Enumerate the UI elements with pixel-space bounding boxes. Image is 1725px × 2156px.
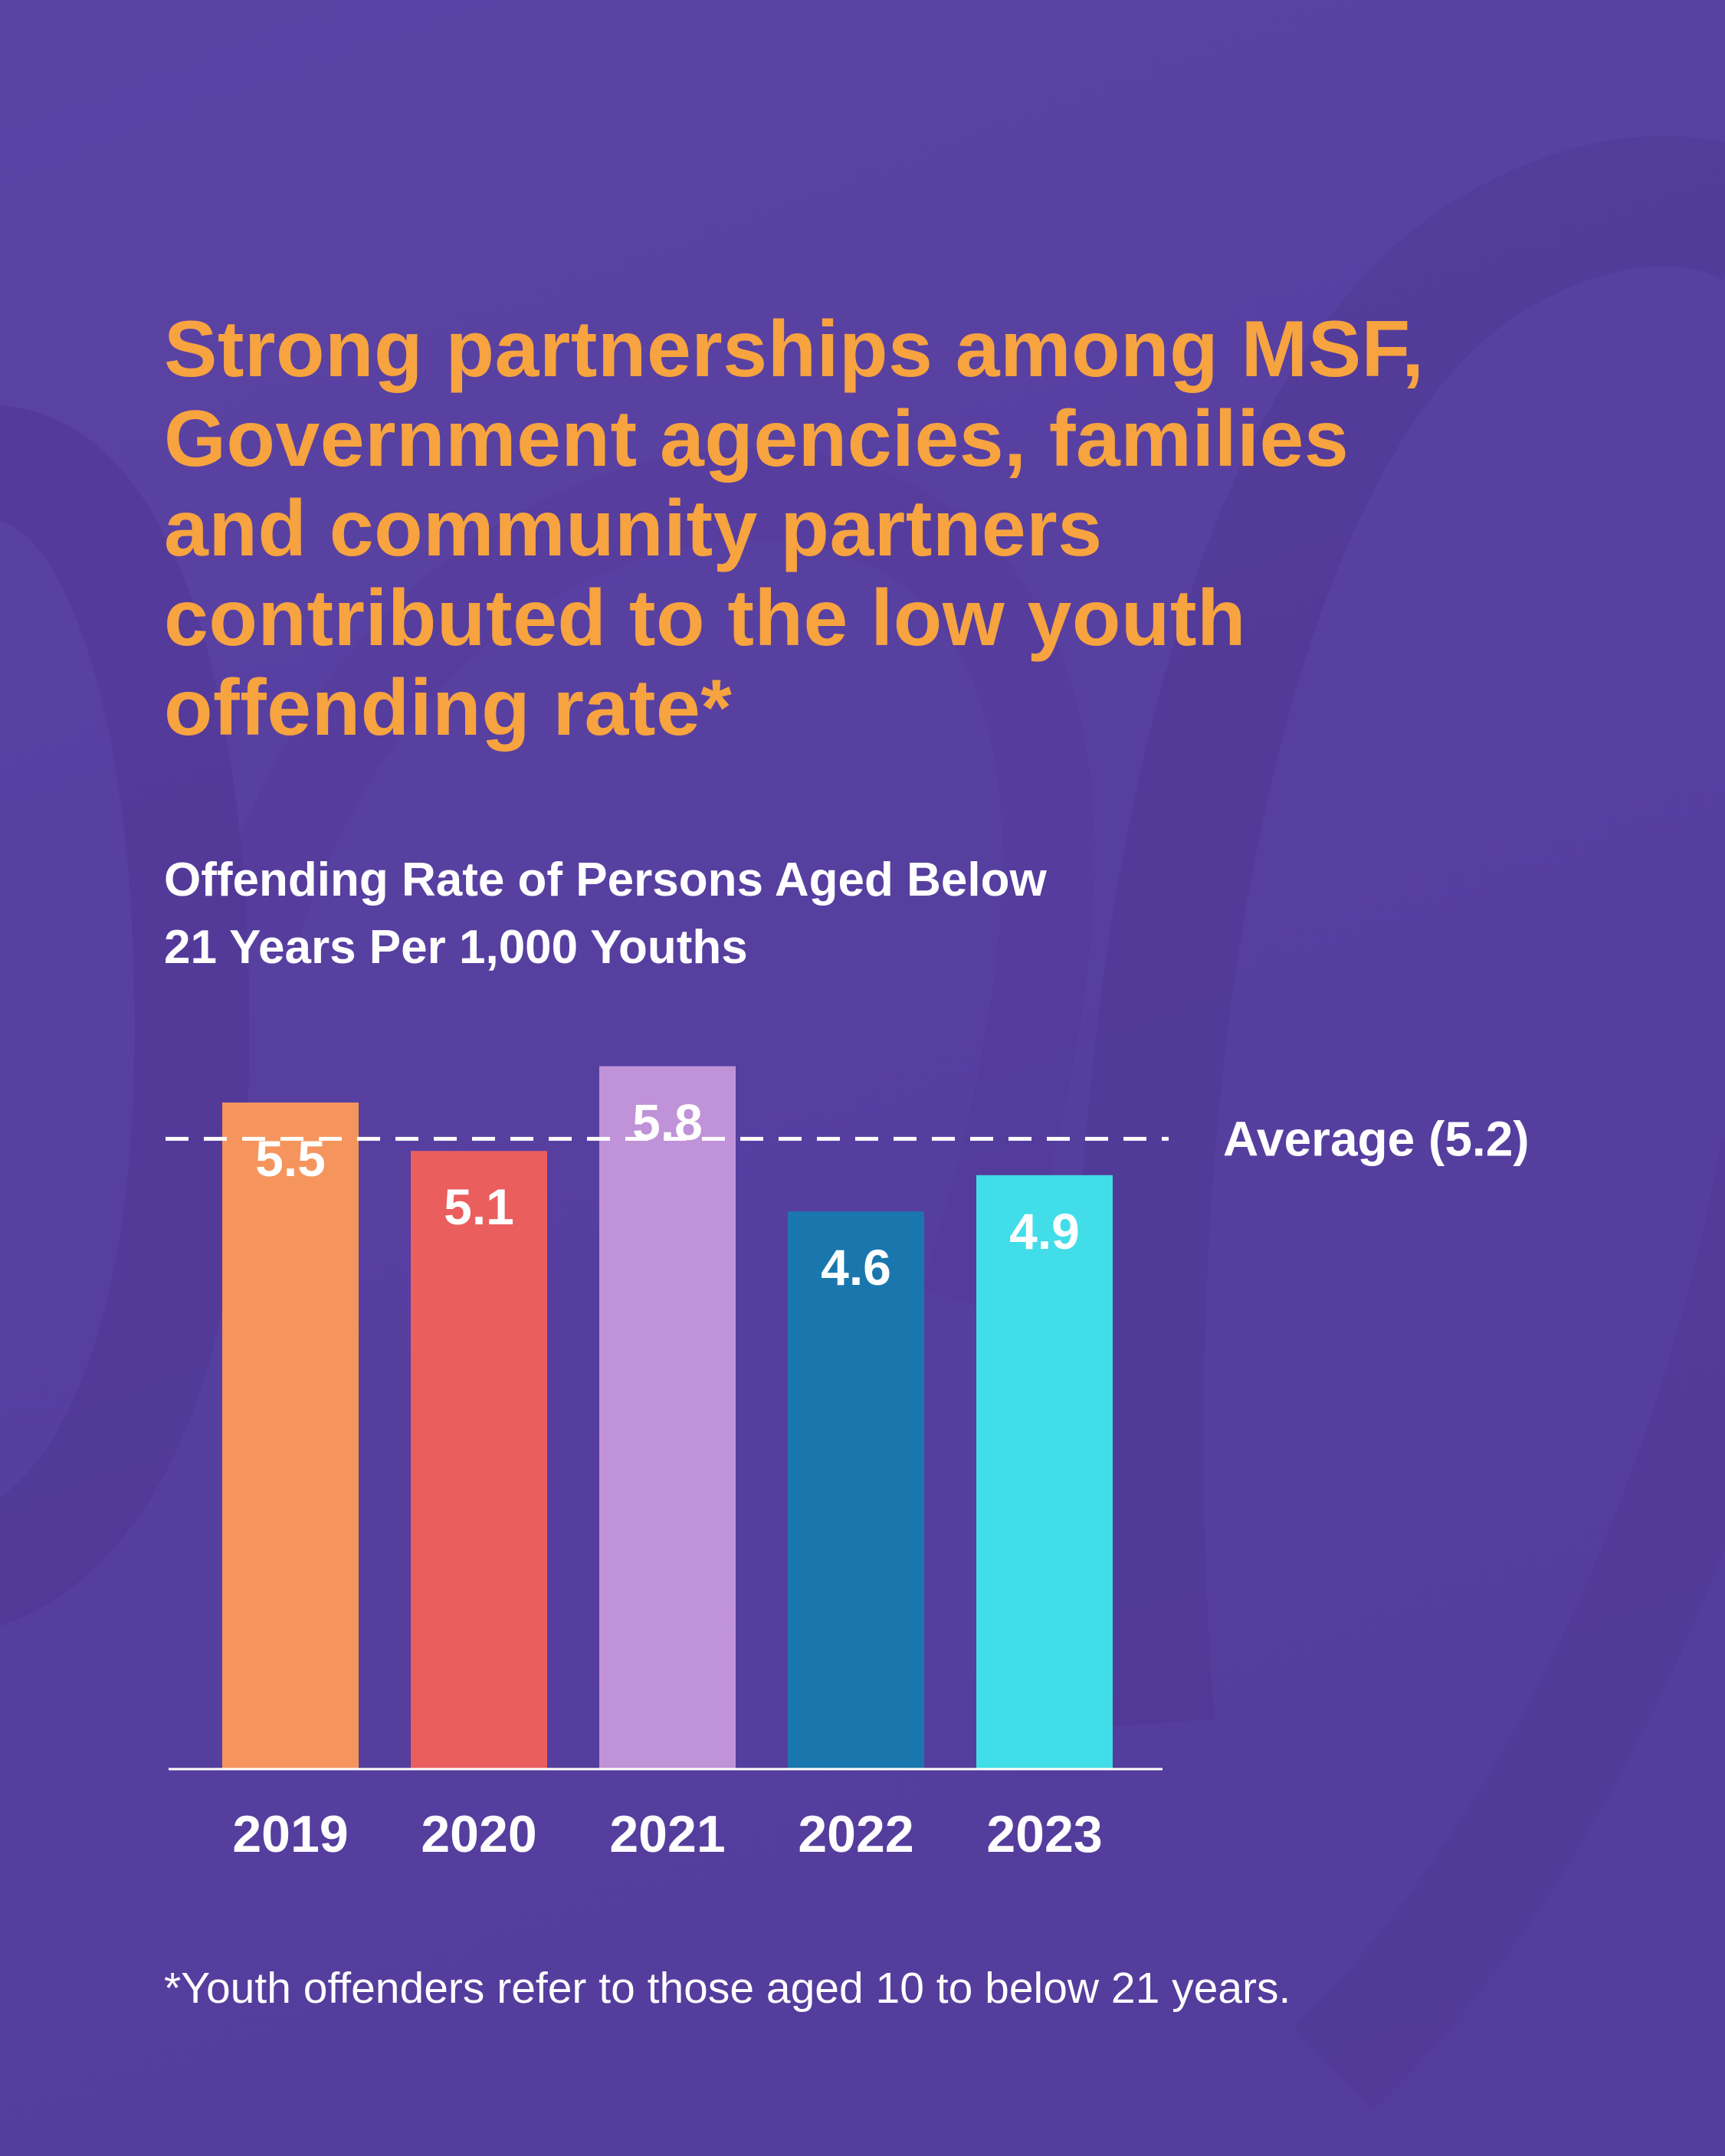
bar-2023: [976, 1175, 1113, 1768]
footnote: *Youth offenders refer to those aged 10 …: [164, 1964, 1291, 2013]
headline-line: Strong partnerships among MSF,: [164, 305, 1425, 394]
value-label-2019: 5.5: [255, 1130, 326, 1187]
x-tick-label-2023: 2023: [986, 1805, 1102, 1863]
chart-title-line: 21 Years Per 1,000 Youths: [164, 921, 748, 974]
headline-line: contributed to the low youth: [164, 574, 1247, 663]
x-tick-label-2019: 2019: [232, 1805, 348, 1863]
value-label-2021: 5.8: [632, 1094, 703, 1151]
value-label-2020: 5.1: [444, 1178, 514, 1235]
bar-2020: [411, 1151, 547, 1768]
chart-title: Offending Rate of Persons Aged Below 21 …: [164, 847, 1467, 981]
bar-2019: [222, 1103, 359, 1768]
x-tick-label-2022: 2022: [798, 1805, 913, 1863]
bar-2021: [599, 1066, 736, 1768]
x-tick-label-2021: 2021: [609, 1805, 725, 1863]
headline: Strong partnerships among MSF, Governmen…: [164, 305, 1620, 753]
x-tick-label-2020: 2020: [421, 1805, 536, 1863]
headline-line: Government agencies, families: [164, 395, 1350, 483]
headline-line: offending rate*: [164, 664, 733, 752]
chart-title-line: Offending Rate of Persons Aged Below: [164, 854, 1047, 906]
average-label: Average (5.2): [1223, 1111, 1530, 1166]
headline-line: and community partners: [164, 484, 1103, 573]
bar-2022: [788, 1211, 924, 1768]
value-label-2023: 4.9: [1009, 1203, 1080, 1260]
value-label-2022: 4.6: [821, 1239, 891, 1296]
